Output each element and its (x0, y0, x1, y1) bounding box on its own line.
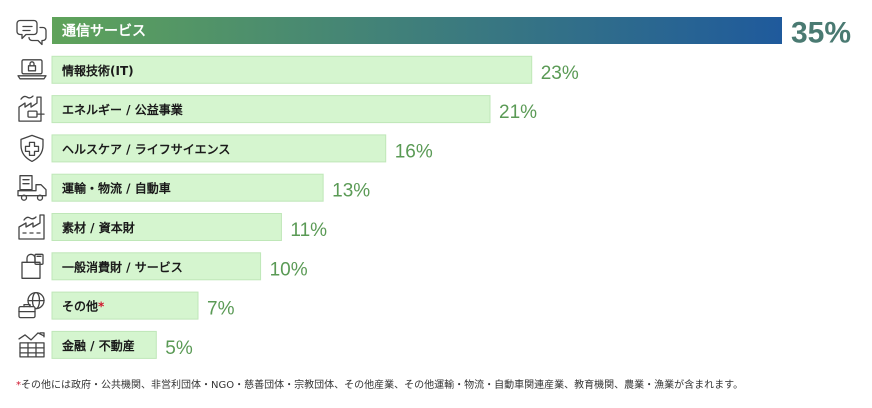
value-label-6: 11% (290, 220, 327, 241)
bar-8 (51, 291, 199, 320)
asterisk-mark: * (98, 300, 105, 314)
bar-1 (52, 17, 782, 44)
delivery-truck-icon (17, 175, 47, 201)
value-label-3: 21% (499, 102, 537, 123)
value-label-8: 7% (207, 299, 235, 320)
category-label-3: エネルギー / 公益事業 (62, 102, 184, 117)
category-label-6: 素材 / 資本財 (62, 220, 135, 235)
factory-icon (18, 214, 45, 240)
chat-bubbles-icon (16, 19, 47, 46)
factory-plug-icon (18, 95, 45, 122)
bar-3 (51, 95, 491, 124)
value-label-1: 35% (791, 17, 851, 50)
category-label-8: その他* (62, 299, 105, 314)
category-label-1: 通信サービス (62, 23, 146, 40)
bar-7 (51, 252, 262, 281)
bar-chart: 通信サービス 35% 情報技術(IT) 23% エネルギー / 公益事業 21% ヘルスケア… (16, 17, 851, 359)
category-label-7: 一般消費財 / サービス (62, 259, 183, 274)
value-label-2: 23% (541, 63, 579, 84)
laptop-lock-icon (17, 59, 47, 80)
value-label-4: 16% (395, 141, 433, 162)
value-label-9: 5% (165, 338, 193, 359)
bar-2 (51, 55, 533, 84)
category-label-2: 情報技術(IT) (62, 63, 134, 78)
bar-6 (51, 213, 282, 241)
value-label-7: 10% (270, 259, 308, 280)
footnote: *その他には政府・公共機関、非営利団体・NGO・慈善団体・宗教団体、その他産業、… (16, 376, 743, 391)
shield-cross-icon (20, 134, 44, 163)
bar-9 (51, 330, 157, 359)
value-label-5: 13% (332, 181, 370, 202)
globe-briefcase-icon (18, 291, 45, 319)
shopping-bag-icon (21, 253, 44, 279)
bar-4 (51, 134, 387, 163)
footnote-text: その他には政府・公共機関、非営利団体・NGO・慈善団体・宗教団体、その他産業、そ… (21, 380, 744, 391)
category-label-5: 運輸・物流 / 自動車 (62, 181, 171, 196)
footnote-asterisk: * (16, 380, 21, 391)
finance-chart-icon (18, 332, 45, 358)
bar-5 (51, 173, 324, 202)
category-label-4: ヘルスケア / ライフサイエンス (62, 142, 230, 156)
category-label-9: 金融 / 不動産 (61, 338, 135, 353)
